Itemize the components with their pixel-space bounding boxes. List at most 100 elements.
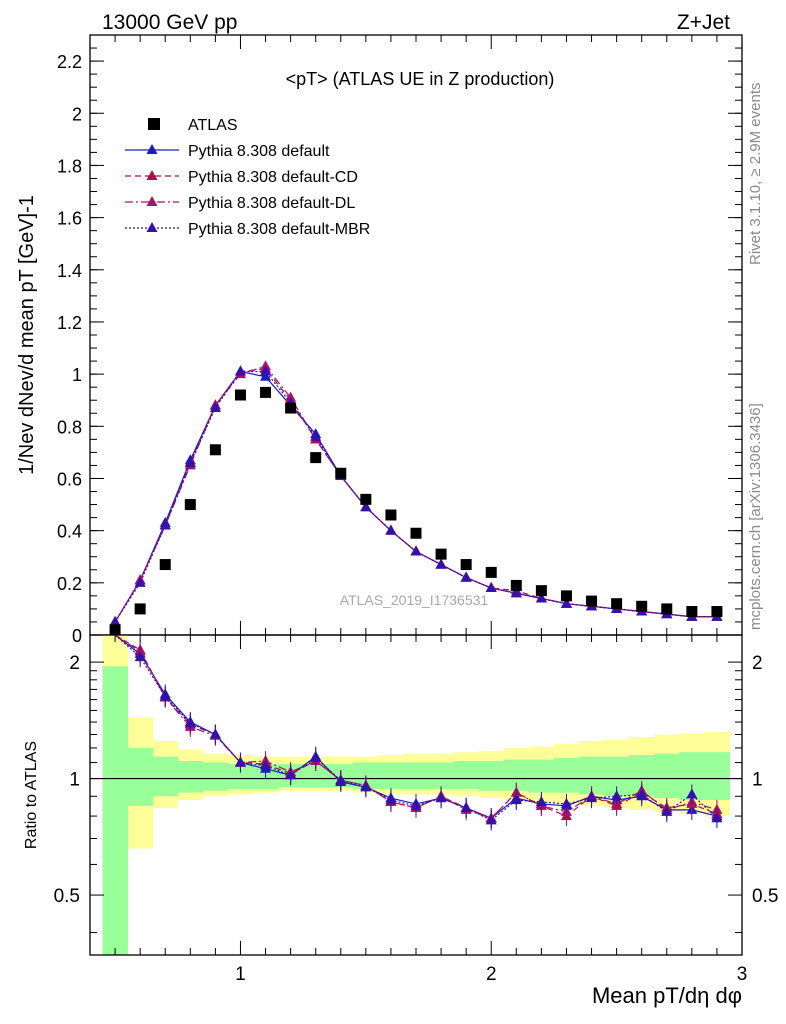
band-inner bbox=[303, 764, 329, 788]
ratio-frame bbox=[89, 634, 743, 956]
ratio-series-group bbox=[90, 635, 742, 955]
legend-label-0: ATLAS bbox=[188, 117, 238, 134]
main-y-tick-label: 1.6 bbox=[57, 209, 82, 229]
legend-atlas-marker bbox=[148, 118, 160, 130]
main-y-tick-label: 0.6 bbox=[57, 469, 82, 489]
main-series-group bbox=[109, 360, 723, 635]
atlas-point bbox=[686, 606, 698, 618]
main-marker-3 bbox=[460, 571, 472, 582]
main-marker-3 bbox=[385, 524, 397, 535]
atlas-point bbox=[134, 603, 146, 615]
main-marker-3 bbox=[510, 587, 522, 598]
band-inner bbox=[654, 753, 680, 799]
ratio-panel: 0.5 0.5 1 1 2 2 1 2 3 Ratio to ATLAS Mean pT/dη … bbox=[23, 634, 778, 1008]
atlas-point bbox=[234, 389, 246, 401]
atlas-point bbox=[510, 579, 522, 591]
legend-label-2: Pythia 8.308 default-CD bbox=[188, 169, 358, 186]
x-tick-label: 2 bbox=[486, 964, 497, 985]
band-inner bbox=[704, 752, 730, 801]
ratio-marker-3 bbox=[184, 717, 196, 728]
legend-marker-4 bbox=[146, 222, 158, 232]
band-inner bbox=[102, 666, 129, 955]
ratio-marker-3 bbox=[686, 788, 698, 799]
main-plot-area: 0 0.2 0.4 0.6 0.8 1 1.2 1.4 1.6 1.8 2 2.2 bbox=[57, 34, 743, 646]
ratio-marker-3 bbox=[586, 792, 598, 803]
header-left: 13000 GeV pp bbox=[102, 11, 237, 34]
ratio-marker-3 bbox=[535, 795, 547, 806]
band-inner bbox=[428, 762, 455, 789]
ratio-y-tick-label: 1 bbox=[69, 770, 80, 791]
main-marker-3 bbox=[184, 456, 196, 467]
main-marker-3 bbox=[485, 582, 497, 593]
main-y-tick-label: 0 bbox=[72, 626, 82, 646]
legend-marker-2 bbox=[146, 170, 158, 180]
legend-label-1: Pythia 8.308 default bbox=[188, 143, 330, 160]
atlas-point bbox=[711, 606, 723, 618]
atlas-point bbox=[586, 595, 598, 607]
ratio-y-tick-label-right: 1 bbox=[752, 770, 763, 791]
main-marker-3 bbox=[109, 615, 121, 626]
ratio-marker-3 bbox=[460, 801, 472, 812]
atlas-point bbox=[661, 603, 673, 615]
legend: ATLAS Pythia 8.308 default Pythia 8.308 de… bbox=[125, 117, 370, 238]
main-marker-2 bbox=[260, 360, 272, 371]
legend-label-4: Pythia 8.308 default-MBR bbox=[188, 221, 370, 238]
main-marker-3 bbox=[410, 545, 422, 556]
main-marker-3 bbox=[134, 576, 146, 587]
legend-marker-3 bbox=[146, 196, 158, 206]
main-marker-3 bbox=[159, 519, 171, 530]
main-marker-3 bbox=[535, 592, 547, 603]
atlas-point bbox=[184, 499, 196, 511]
band-inner bbox=[177, 761, 204, 793]
x-tick-label: 3 bbox=[737, 964, 748, 985]
ratio-marker-3 bbox=[711, 812, 723, 823]
atlas-point bbox=[310, 452, 322, 464]
band-inner bbox=[528, 759, 555, 793]
main-marker-3 bbox=[360, 501, 372, 512]
band-inner bbox=[478, 761, 505, 791]
main-y-tick-label: 0.2 bbox=[57, 574, 82, 594]
atlas-point bbox=[535, 585, 547, 597]
ratio-marker-3 bbox=[560, 797, 572, 808]
ratio-y-axis-label: Ratio to ATLAS bbox=[23, 741, 40, 849]
atlas-point bbox=[611, 598, 623, 610]
atlas-point bbox=[636, 600, 648, 612]
ratio-marker-3 bbox=[285, 769, 297, 780]
band-inner bbox=[403, 762, 430, 789]
atlas-point bbox=[385, 509, 397, 521]
atlas-point bbox=[410, 527, 422, 539]
main-y-tick-label: 1.8 bbox=[57, 156, 82, 176]
x-axis-label: Mean pT/dη dφ bbox=[592, 983, 742, 1008]
main-line-1 bbox=[114, 368, 717, 623]
ratio-marker-3 bbox=[611, 790, 623, 801]
ratio-plot-area: 0.5 0.5 1 1 2 2 1 2 3 bbox=[54, 634, 778, 985]
main-marker-3 bbox=[209, 402, 221, 413]
ratio-marker-3 bbox=[636, 788, 648, 799]
atlas-point bbox=[560, 590, 572, 602]
band-inner bbox=[202, 762, 229, 791]
band-inner bbox=[378, 762, 404, 789]
main-title: <pT> (ATLAS UE in Z production) bbox=[286, 69, 555, 89]
main-y-tick-label: 0.4 bbox=[57, 522, 82, 542]
legend-marker-1 bbox=[146, 144, 158, 154]
ratio-marker-3 bbox=[485, 814, 497, 825]
atlas-point bbox=[460, 559, 472, 571]
ratio-y-tick-label-right: 2 bbox=[752, 653, 763, 674]
atlas-point bbox=[435, 548, 447, 560]
ratio-marker-3 bbox=[661, 805, 673, 816]
atlas-point bbox=[109, 624, 121, 635]
atlas-point bbox=[159, 559, 171, 571]
main-line-3 bbox=[114, 370, 717, 623]
atlas-point bbox=[360, 493, 372, 505]
ratio-marker-3 bbox=[260, 759, 272, 770]
band-inner bbox=[127, 747, 154, 806]
main-line-2 bbox=[114, 365, 717, 623]
atlas-point bbox=[260, 386, 272, 398]
ratio-marker-3 bbox=[385, 794, 397, 805]
main-y-axis-label: 1/Nev dNev/d mean pT [GeV]-1 bbox=[16, 195, 38, 475]
legend-label-3: Pythia 8.308 default-DL bbox=[188, 195, 355, 212]
main-marker-3 bbox=[310, 430, 322, 441]
band-inner bbox=[453, 761, 480, 789]
main-y-tick-label: 1.4 bbox=[57, 261, 82, 281]
